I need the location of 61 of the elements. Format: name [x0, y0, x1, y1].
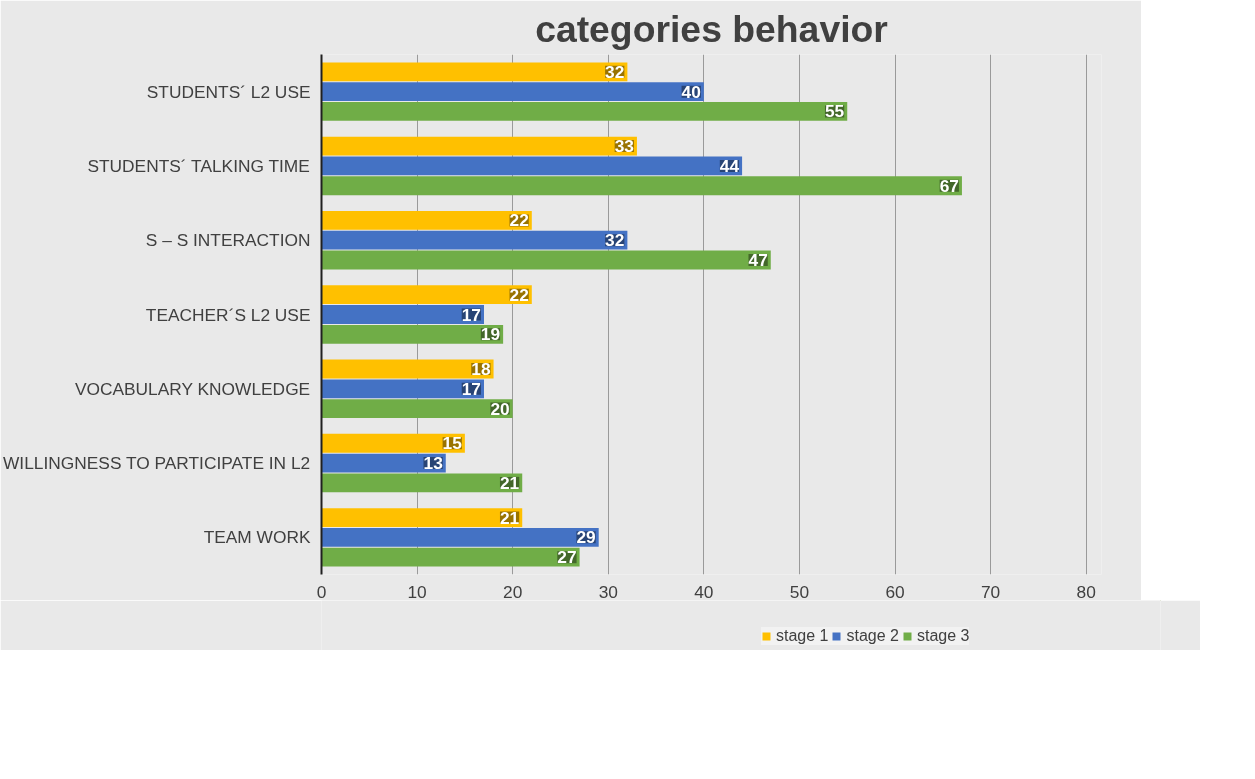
data-label: 18: [471, 358, 491, 379]
data-label: 20: [490, 398, 510, 419]
data-label: 17: [461, 304, 482, 325]
bar: [321, 136, 637, 156]
x-tick-label: 70: [980, 581, 1001, 602]
bar: [321, 359, 494, 379]
bar: [321, 250, 771, 270]
bar: [321, 62, 628, 82]
y-tick-label: STUDENTS´ L2 USE: [146, 81, 311, 102]
data-label: 47: [748, 250, 768, 271]
x-tick-label: 30: [598, 581, 618, 602]
data-label: 21: [499, 507, 520, 528]
bar: [321, 305, 484, 324]
data-label: 32: [605, 230, 625, 251]
y-tick-label: VOCABULARY KNOWLEDGE: [74, 378, 311, 399]
legend-label: stage 1: [776, 627, 829, 645]
bar: [321, 176, 962, 196]
data-label: 15: [442, 433, 463, 454]
x-tick-label: 50: [789, 581, 810, 602]
bar: [321, 379, 484, 399]
data-label: 29: [576, 527, 596, 548]
legend-label: stage 2: [846, 627, 899, 645]
chart-title: categories behavior: [535, 7, 888, 50]
bar: [321, 527, 599, 547]
bar: [321, 211, 532, 230]
legend-label: stage 3: [916, 627, 970, 645]
x-tick-label: 20: [503, 581, 523, 602]
y-tick-label: WILLINGNESS TO PARTICIPATE IN L2: [3, 453, 311, 474]
bar: [321, 324, 504, 344]
y-tick-label: STUDENTS´ TALKING TIME: [87, 155, 310, 176]
x-tick-label: 10: [407, 581, 427, 602]
bar: [321, 547, 580, 567]
data-label: 22: [509, 284, 529, 305]
bar: [321, 473, 523, 493]
bar: [321, 433, 465, 453]
bar: [321, 156, 743, 176]
y-tick-label: TEACHER´S L2 USE: [145, 304, 311, 325]
x-tick-label: 60: [885, 581, 905, 602]
bar: [321, 285, 532, 305]
bar: [321, 399, 513, 418]
bar: [321, 82, 704, 102]
bar: [321, 230, 628, 250]
x-tick-label: 40: [694, 581, 714, 602]
data-label: 22: [509, 210, 529, 231]
data-label: 32: [605, 61, 625, 82]
y-tick-label: S – S INTERACTION: [145, 230, 311, 251]
data-label: 40: [681, 81, 701, 102]
data-label: 19: [480, 324, 501, 345]
bar: [321, 102, 848, 121]
data-label: 44: [719, 155, 740, 176]
x-tick-label: 0: [316, 581, 327, 602]
data-label: 27: [557, 547, 577, 568]
x-tick-label: 80: [1076, 581, 1096, 602]
bar: [321, 508, 523, 527]
data-label: 13: [423, 453, 444, 474]
data-label: 17: [461, 378, 482, 399]
data-label: 21: [499, 472, 520, 493]
data-label: 67: [939, 175, 959, 196]
data-label: 55: [824, 101, 845, 122]
data-label: 33: [614, 136, 635, 157]
y-tick-label: TEAM WORK: [203, 527, 311, 548]
